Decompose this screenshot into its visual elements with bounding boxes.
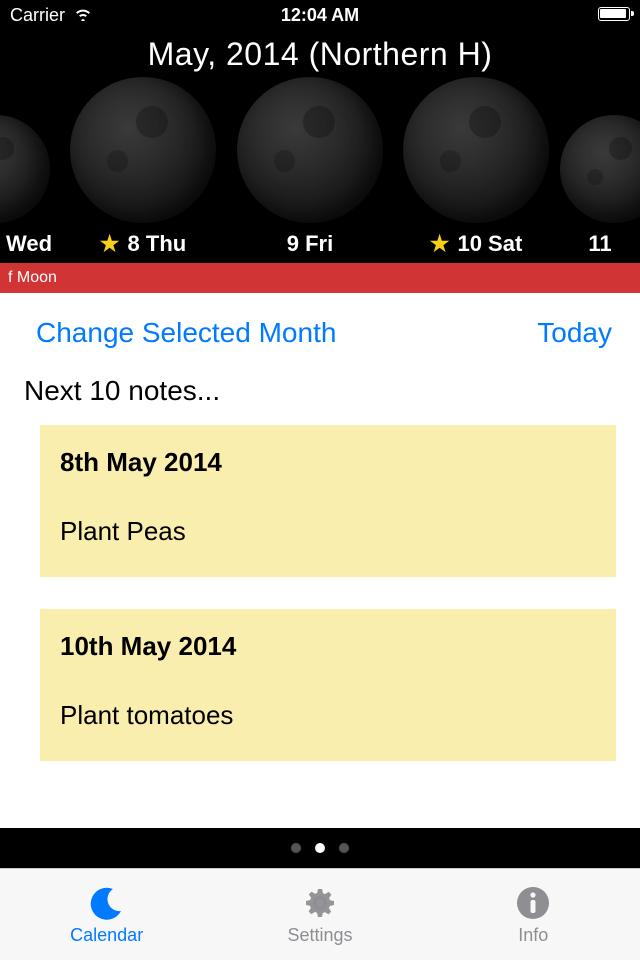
moon-phase-banner: f Moon (0, 263, 640, 293)
moon-icon (0, 115, 50, 223)
tab-settings[interactable]: Settings (213, 869, 426, 960)
day-label-text: 11 (588, 231, 611, 257)
status-right (598, 5, 630, 26)
moon-day-cell[interactable]: 11 (560, 115, 640, 263)
star-icon: ★ (100, 231, 120, 257)
info-icon (513, 883, 553, 923)
notes-list: 8th May 2014 Plant Peas 10th May 2014 Plant… (0, 425, 640, 761)
note-card[interactable]: 10th May 2014 Plant tomatoes (40, 609, 616, 761)
moon-icon (70, 77, 216, 223)
page-dot[interactable] (315, 843, 325, 853)
tab-label: Info (518, 925, 548, 946)
tab-label: Calendar (70, 925, 143, 946)
day-label: 11 (560, 223, 640, 263)
month-controls: Change Selected Month Today (0, 293, 640, 357)
page-dot[interactable] (291, 843, 301, 853)
day-label-text: 8 Thu (128, 231, 187, 257)
note-date: 10th May 2014 (60, 631, 596, 662)
gear-icon (300, 883, 340, 923)
moon-day-cell[interactable]: ★ 10 Sat (392, 77, 560, 263)
note-date: 8th May 2014 (60, 447, 596, 478)
tab-calendar[interactable]: Calendar (0, 869, 213, 960)
moon-day-cell[interactable]: 9 Fri (228, 77, 392, 263)
page-title: May, 2014 (Northern H) (0, 30, 640, 77)
banner-text: f Moon (8, 269, 57, 287)
tab-bar: Calendar Settings Info (0, 868, 640, 960)
moon-icon (403, 77, 549, 223)
day-label-text: 9 Fri (287, 231, 333, 257)
carrier-label: Carrier (10, 5, 65, 26)
day-label: 9 Fri (228, 223, 392, 263)
moon-icon (87, 883, 127, 923)
day-label: ★ 10 Sat (392, 223, 560, 263)
wifi-icon (73, 5, 93, 26)
moon-day-cell[interactable]: ★ 8 Thu (58, 77, 228, 263)
status-left: Carrier (10, 5, 93, 26)
status-bar: Carrier 12:04 AM (0, 0, 640, 30)
star-icon: ★ (430, 231, 450, 257)
day-label-text: 10 Sat (457, 231, 522, 257)
day-label-text: Wed (6, 231, 52, 257)
battery-icon (598, 7, 630, 21)
today-button[interactable]: Today (537, 317, 612, 349)
day-label: Wed (0, 223, 58, 263)
moon-icon (237, 77, 383, 223)
note-text: Plant Peas (60, 516, 596, 547)
change-month-button[interactable]: Change Selected Month (36, 317, 336, 349)
tab-info[interactable]: Info (427, 869, 640, 960)
notes-heading: Next 10 notes... (0, 357, 640, 425)
moon-icon (560, 115, 640, 223)
tab-label: Settings (287, 925, 352, 946)
page-dot[interactable] (339, 843, 349, 853)
note-text: Plant tomatoes (60, 700, 596, 731)
moon-day-cell[interactable]: Wed (0, 115, 58, 263)
pagination-indicator[interactable] (0, 828, 640, 868)
day-label: ★ 8 Thu (58, 223, 228, 263)
status-time: 12:04 AM (281, 5, 359, 26)
moon-phase-strip[interactable]: Wed ★ 8 Thu 9 Fri ★ 10 Sat 11 (0, 77, 640, 263)
note-card[interactable]: 8th May 2014 Plant Peas (40, 425, 616, 577)
